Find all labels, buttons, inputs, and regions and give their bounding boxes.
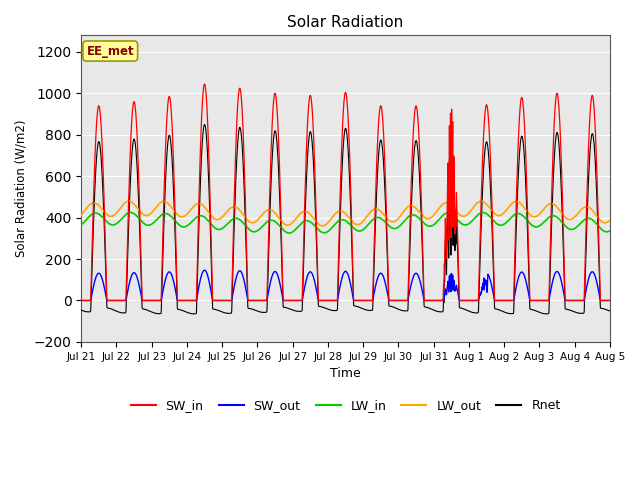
Y-axis label: Solar Radiation (W/m2): Solar Radiation (W/m2) (15, 120, 28, 257)
X-axis label: Time: Time (330, 367, 361, 380)
Title: Solar Radiation: Solar Radiation (287, 15, 404, 30)
Text: EE_met: EE_met (86, 45, 134, 58)
Legend: SW_in, SW_out, LW_in, LW_out, Rnet: SW_in, SW_out, LW_in, LW_out, Rnet (125, 394, 566, 417)
